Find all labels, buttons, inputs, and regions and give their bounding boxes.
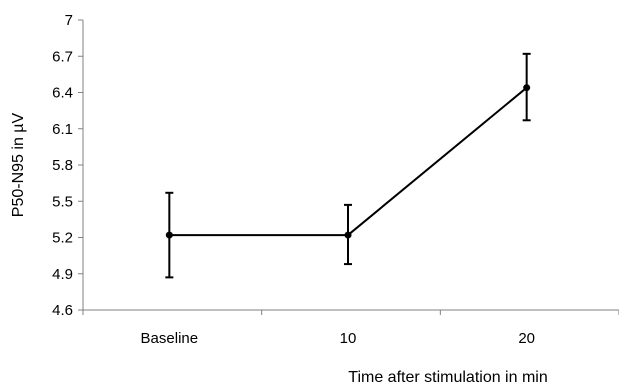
x-axis-ticks: Baseline 10 20	[82, 310, 619, 347]
x-axis-title: Time after stimulation in min	[348, 369, 547, 386]
series-layer	[165, 52, 531, 279]
data-point	[165, 231, 173, 239]
y-tick-label: 6.4	[52, 85, 73, 102]
y-tick-label: 4.6	[52, 302, 73, 319]
y-tick-label: 4.9	[52, 266, 73, 283]
y-tick-label: 5.5	[52, 193, 73, 210]
data-point	[523, 84, 531, 92]
y-tick-label: 5.8	[52, 157, 73, 174]
y-axis-ticks: 4.6 4.9 5.2 5.5 5.8 6.1 6.4 6.7 7	[52, 12, 83, 319]
x-tick-label: 10	[340, 330, 357, 347]
y-tick-label: 5.2	[52, 230, 73, 247]
x-tick-label: Baseline	[141, 330, 199, 347]
data-point	[344, 231, 352, 239]
y-axis-title: P50-N95 in µV	[10, 112, 27, 217]
x-tick-label: 20	[518, 330, 535, 347]
y-tick-label: 6.7	[52, 48, 73, 65]
y-tick-label: 7	[65, 12, 73, 29]
y-tick-label: 6.1	[52, 121, 73, 138]
